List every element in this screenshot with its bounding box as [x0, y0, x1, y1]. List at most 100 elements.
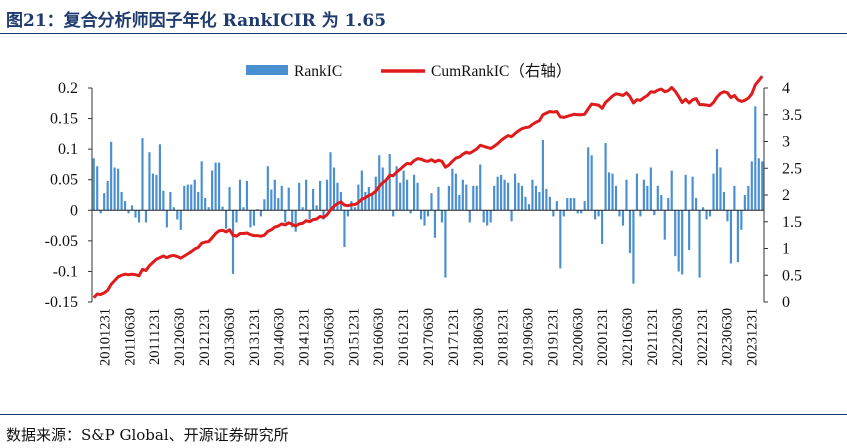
rankic-bar [538, 191, 541, 211]
x-axis-tick-label: 20230630 [720, 308, 736, 366]
rankic-bar [110, 141, 113, 211]
rankic-bar [750, 161, 753, 211]
rankic-bar [141, 138, 144, 211]
rankic-bar [287, 187, 290, 211]
x-axis-tick-label: 20200630 [570, 308, 586, 366]
rankic-bar [757, 158, 760, 211]
rankic-bar [235, 210, 238, 223]
rankic-bar [719, 167, 722, 211]
rankic-bar [357, 184, 360, 211]
rankic-bar [378, 155, 381, 211]
rankic-bar [228, 187, 231, 211]
rankic-bars [92, 106, 764, 284]
rankic-bar [294, 210, 297, 232]
rankic-bar [475, 185, 478, 211]
rankic-bar [667, 198, 670, 211]
rankic-bar [284, 210, 287, 223]
rankic-bar [635, 173, 638, 211]
rankic-bar [280, 185, 283, 211]
rankic-bar [308, 210, 311, 220]
rankic-bar [614, 185, 618, 211]
rankic-bar [594, 210, 597, 220]
rankic-bar [520, 185, 524, 211]
rankic-bar [113, 167, 116, 211]
rankic-bar [346, 210, 349, 217]
x-axis-tick-label: 20201231 [595, 308, 611, 366]
rankic-bar [670, 170, 673, 211]
cumrankic-series-line [92, 75, 764, 299]
rankic-bar [207, 207, 210, 211]
rankic-bar [440, 210, 444, 223]
rankic-bar [371, 193, 374, 211]
rankic-bar [270, 189, 273, 211]
rankic-bar [117, 168, 120, 211]
rankic-bar [677, 210, 680, 272]
rankic-bar [406, 179, 409, 211]
rankic-bar [740, 210, 743, 230]
rankic-bar [374, 176, 377, 211]
rankic-bar [712, 173, 715, 211]
x-axis-tick-label: 20101231 [97, 308, 113, 366]
legend-rankic-label: RankIC [294, 63, 342, 80]
rankic-bar [193, 179, 196, 211]
rankic-bar [489, 210, 492, 223]
rankic-bar [708, 210, 712, 217]
rankic-bar [722, 191, 726, 211]
rankic-bar [329, 152, 332, 211]
figure-title: 图21：复合分析师因子年化 RankICIR 为 1.65 [6, 11, 387, 31]
rankic-bar [541, 139, 544, 211]
x-axis-tick-label: 20151231 [346, 308, 362, 366]
rankic-bar [688, 210, 691, 251]
legend-rankic-swatch [246, 65, 288, 75]
rankic-bar [698, 210, 701, 278]
rankic-bar [726, 210, 729, 222]
rankic-bar [433, 210, 437, 238]
rankic-bar [291, 210, 294, 228]
rankic-bar [736, 210, 739, 263]
rankic-bar [165, 210, 168, 228]
rankic-bar [465, 184, 468, 211]
rankic-bar [200, 161, 203, 211]
right-axis-tick-label: 2.5 [782, 160, 802, 177]
rankic-bar [301, 207, 304, 211]
rankic-bar [461, 179, 464, 211]
rankic-bar [754, 106, 757, 211]
rankic-bar [238, 179, 242, 211]
rankic-bar [517, 182, 520, 211]
rankic-bar [336, 182, 339, 211]
x-axis-tick-label: 20140630 [272, 308, 288, 366]
rankic-bar [412, 174, 416, 211]
rankic-bar [148, 152, 151, 211]
rankic-bar [583, 201, 586, 211]
x-axis-tick-label: 20231231 [745, 308, 761, 366]
x-axis-tick-label: 20170630 [421, 308, 437, 366]
rankic-bar [360, 170, 363, 211]
rankic-bar [454, 173, 457, 211]
rankic-bar [597, 210, 600, 217]
rankic-bar [430, 193, 433, 211]
rankic-bar [245, 180, 249, 211]
x-axis-tick-label: 20141231 [297, 308, 313, 366]
left-axis-tick-label: 0.15 [50, 111, 78, 128]
rankic-bar [423, 210, 426, 226]
rankic-bar [96, 166, 99, 211]
rankic-bar [555, 201, 558, 211]
left-axis-tick-label: 0.2 [58, 80, 78, 97]
rankic-bar [733, 185, 736, 211]
rankic-bar [315, 205, 318, 211]
rankic-bar [318, 180, 322, 211]
rankic-bar [259, 210, 262, 217]
rankic-bar [277, 198, 280, 211]
rankic-bar [392, 210, 395, 217]
rankic-bar [513, 173, 517, 211]
rankic-bar [224, 210, 228, 229]
rankic-bar [385, 179, 388, 211]
rankic-bar [266, 166, 269, 211]
rankic-bar [273, 179, 276, 211]
rankic-bar [256, 209, 259, 211]
left-axis-tick-label: -0.15 [45, 294, 78, 311]
rankic-bar [493, 185, 496, 211]
rankic-bar [649, 167, 652, 211]
right-axis-tick-label: 1.5 [782, 214, 802, 231]
rankic-bar [639, 210, 642, 217]
